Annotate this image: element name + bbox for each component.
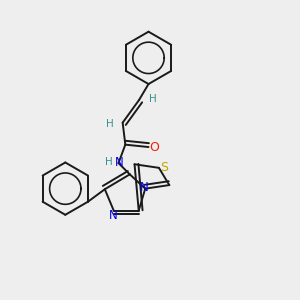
Text: O: O <box>149 140 159 154</box>
Text: H: H <box>149 94 157 104</box>
Text: N: N <box>110 209 118 223</box>
Text: N: N <box>115 156 124 169</box>
Text: S: S <box>160 161 168 174</box>
Text: N: N <box>140 181 149 194</box>
Text: H: H <box>106 119 114 129</box>
Text: H: H <box>105 157 113 167</box>
